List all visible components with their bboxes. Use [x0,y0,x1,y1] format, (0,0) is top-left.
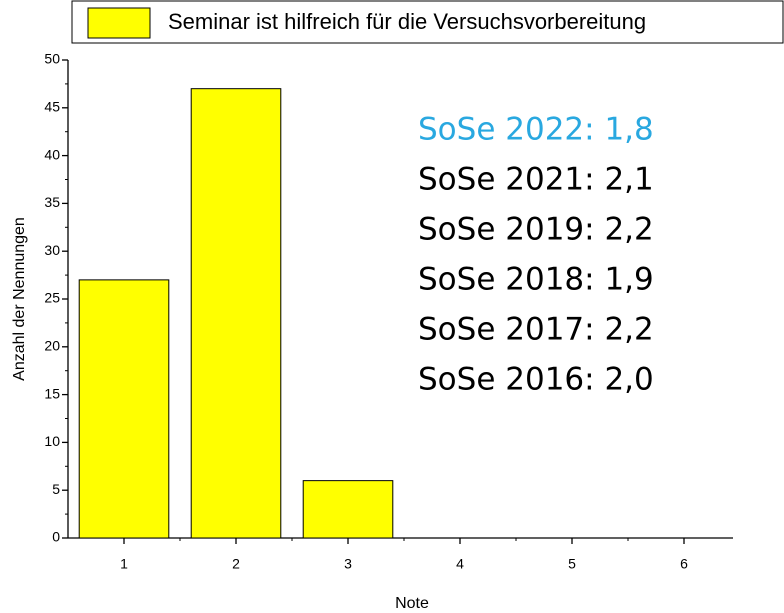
x-tick-label: 6 [680,556,688,572]
annotation: SoSe 2017: 2,2 [418,312,654,348]
y-tick-label: 50 [44,51,60,67]
y-tick-label: 5 [52,481,60,497]
annotation: SoSe 2021: 2,1 [418,162,654,198]
y-tick-label: 30 [44,242,60,258]
legend-swatch [87,7,151,39]
bar [302,480,394,539]
x-tick-label: 4 [456,556,464,572]
x-tick-label: 2 [232,556,240,572]
annotation: SoSe 2019: 2,2 [418,212,654,248]
y-tick-label: 20 [44,338,60,354]
x-tick-label: 3 [344,556,352,572]
legend-box [71,0,784,44]
annotation: SoSe 2018: 1,9 [418,262,654,298]
annotation: SoSe 2016: 2,0 [418,362,654,398]
bar [78,279,170,539]
y-tick-label: 25 [44,290,60,306]
y-tick-label: 0 [52,529,60,545]
y-tick-label: 35 [44,194,60,210]
y-tick-label: 45 [44,99,60,115]
x-tick-label: 1 [120,556,128,572]
y-tick-label: 15 [44,385,60,401]
annotation: SoSe 2022: 1,8 [418,112,654,148]
x-axis-label: Note [395,595,429,612]
y-tick-label: 10 [44,433,60,449]
y-tick-label: 40 [44,146,60,162]
bar [190,88,282,539]
legend-label: Seminar ist hilfreich für die Versuchsvo… [168,9,646,34]
y-axis-label: Anzahl der Nennungen [11,217,28,381]
x-tick-label: 5 [568,556,576,572]
